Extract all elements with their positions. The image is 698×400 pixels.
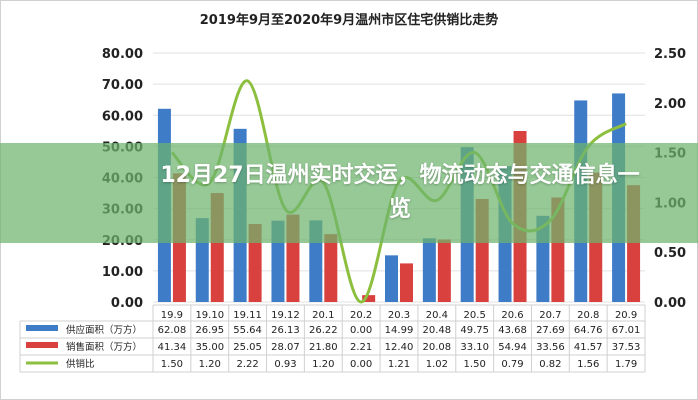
table-cell: 26.95: [195, 325, 224, 336]
table-header-cell: 20.6: [501, 310, 523, 321]
legend-label: 供销比: [66, 358, 95, 370]
bar-supply: [385, 255, 398, 302]
table-header-cell: 20.4: [426, 310, 448, 321]
table-cell: 21.80: [309, 342, 338, 353]
table-cell: 0.79: [501, 359, 523, 370]
bar-sales: [362, 295, 376, 302]
table-cell: 41.57: [574, 342, 603, 353]
table-cell: 0.00: [350, 359, 372, 370]
table-header-cell: 19.9: [161, 310, 183, 321]
bar-sales: [324, 234, 338, 302]
table-cell: 1.02: [426, 359, 448, 370]
table-cell: 27.69: [536, 325, 565, 336]
chart-title: 2019年9月至2020年9月温州市区住宅供销比走势: [200, 12, 498, 28]
table-header-cell: 20.5: [464, 310, 486, 321]
legend-label: 供应面积（万方）: [66, 324, 142, 336]
legend-label: 销售面积（万方）: [66, 341, 142, 353]
table-cell: 67.01: [612, 325, 641, 336]
bar-sales: [400, 263, 413, 302]
table-cell: 25.05: [233, 342, 262, 353]
y-left-tick-label: 10.00: [102, 265, 143, 280]
table-cell: 62.08: [158, 325, 187, 336]
table-cell: 0.82: [539, 359, 561, 370]
table-cell: 41.34: [158, 342, 187, 353]
table-header-cell: 19.11: [233, 310, 262, 321]
table-cell: 54.94: [498, 342, 527, 353]
y-right-tick-label: 0.50: [654, 246, 686, 261]
legend-key-bar: [26, 325, 58, 331]
table-header-cell: 20.9: [615, 310, 637, 321]
bar-sales: [248, 224, 262, 302]
table-cell: 33.56: [536, 342, 565, 353]
table-cell: 0.93: [274, 359, 296, 370]
table-cell: 43.68: [498, 325, 527, 336]
bar-supply: [422, 238, 436, 302]
table-cell: 55.64: [233, 325, 262, 336]
table-header-cell: 19.10: [195, 310, 224, 321]
y-right-tick-label: 2.50: [654, 47, 686, 62]
table-cell: 1.20: [199, 359, 221, 370]
headline-text: 12月27日温州实时交运，物流动态与交通信息一览: [160, 163, 640, 222]
y-right-tick-label: 0.00: [654, 296, 686, 311]
table-cell: 64.76: [574, 325, 603, 336]
table-cell: 0.00: [350, 325, 372, 336]
table-cell: 1.79: [615, 359, 637, 370]
y-left-tick-label: 80.00: [102, 47, 143, 62]
table-cell: 33.10: [460, 342, 489, 353]
y-right-tick-label: 2.00: [654, 97, 686, 112]
table-cell: 49.75: [460, 325, 489, 336]
y-left-tick-label: 60.00: [102, 109, 143, 124]
table-header-cell: 20.8: [577, 310, 599, 321]
table-cell: 1.21: [388, 359, 410, 370]
table-cell: 26.13: [271, 325, 300, 336]
table-cell: 14.99: [385, 325, 414, 336]
table-cell: 2.22: [236, 359, 258, 370]
y-left-tick-label: 70.00: [102, 78, 143, 93]
table-cell: 37.53: [612, 342, 641, 353]
table-cell: 2.21: [350, 342, 372, 353]
table-cell: 28.07: [271, 342, 300, 353]
table-header-cell: 20.7: [539, 310, 561, 321]
table-header-cell: 20.3: [388, 310, 410, 321]
table-header-cell: 19.12: [271, 310, 300, 321]
headline-banner: 12月27日温州实时交运，物流动态与交通信息一览: [0, 143, 698, 243]
table-cell: 26.22: [309, 325, 338, 336]
legend-key-bar: [26, 342, 58, 348]
table-cell: 1.20: [312, 359, 334, 370]
table-cell: 1.50: [161, 359, 183, 370]
table-cell: 35.00: [195, 342, 224, 353]
table-header-cell: 20.1: [312, 310, 334, 321]
table-cell: 20.08: [423, 342, 452, 353]
table-cell: 1.56: [577, 359, 599, 370]
table-header-cell: 20.2: [350, 310, 372, 321]
bar-sales: [437, 239, 451, 302]
table-cell: 1.50: [464, 359, 486, 370]
table-cell: 12.40: [385, 342, 414, 353]
table-cell: 20.48: [423, 325, 452, 336]
y-left-tick-label: 0.00: [111, 296, 143, 311]
